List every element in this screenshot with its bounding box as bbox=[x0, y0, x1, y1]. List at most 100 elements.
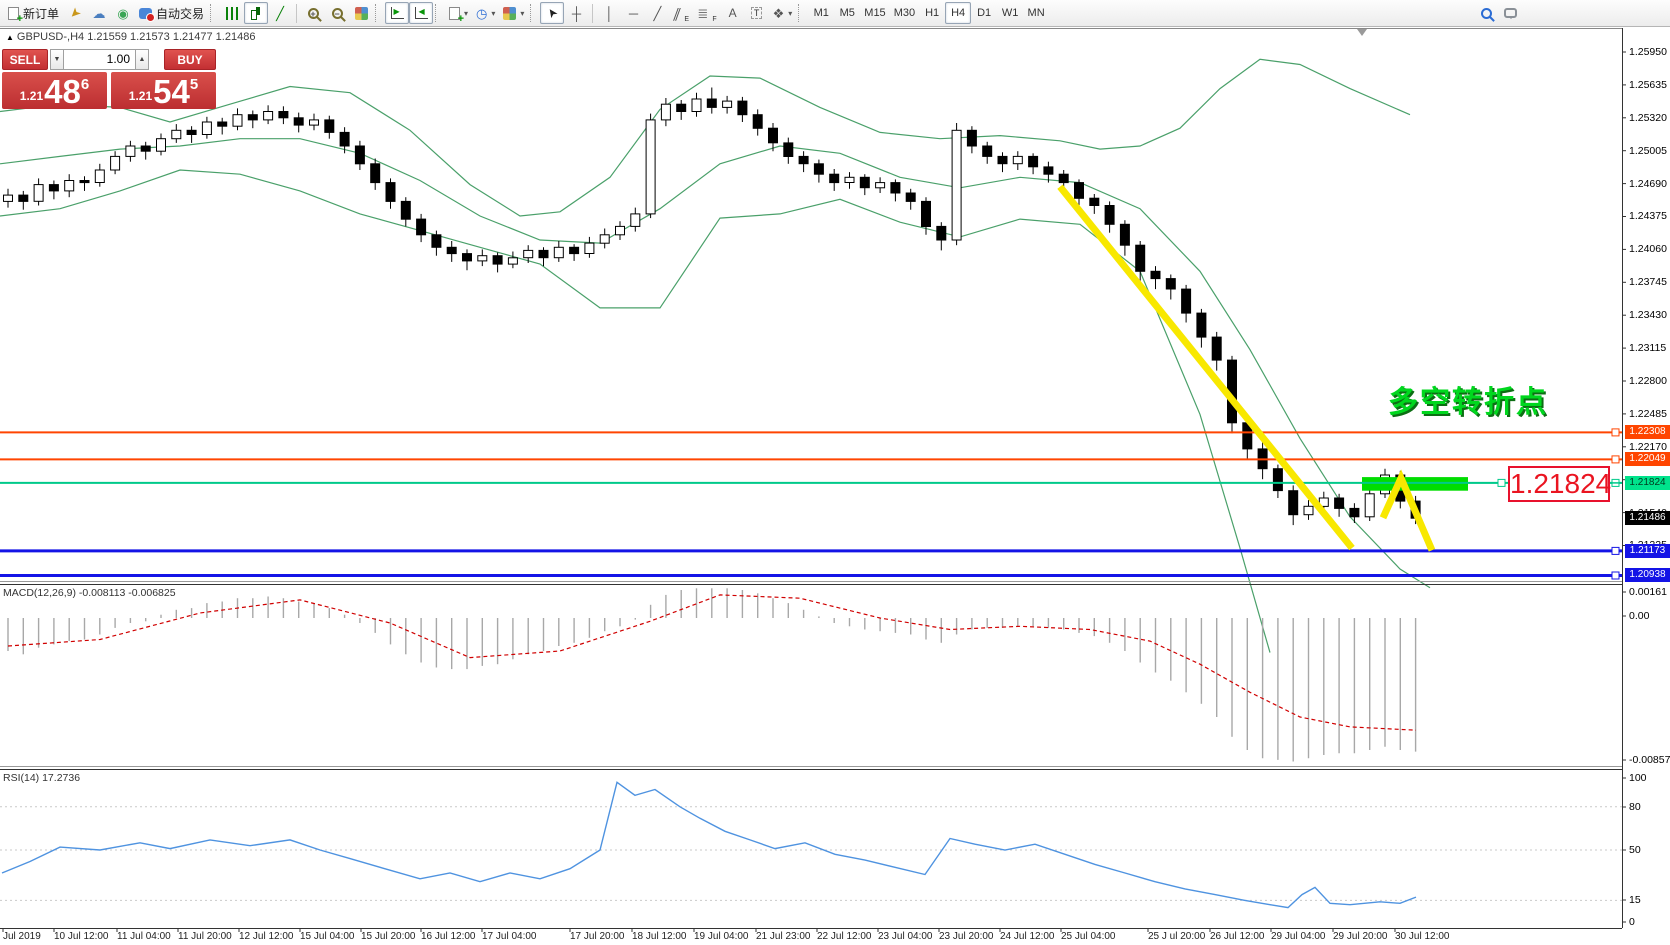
timeframe-group: M1 M5 M15 M30 H1 H4 D1 W1 MN bbox=[808, 2, 1049, 24]
time-axis-label: 11 Jul 04:00 bbox=[117, 931, 171, 942]
horizontal-line-tool-button[interactable]: ─ bbox=[621, 2, 645, 24]
price-axis-label: 1.24060 bbox=[1629, 243, 1667, 256]
chart-shift-button[interactable] bbox=[409, 2, 434, 24]
buy-button[interactable]: BUY bbox=[164, 49, 216, 70]
dropdown-caret-icon: ▾ bbox=[464, 8, 469, 18]
macd-label: MACD(12,26,9) -0.008113 -0.006825 bbox=[3, 587, 176, 599]
time-axis-label: 10 Jul 12:00 bbox=[54, 931, 109, 942]
volume-up-button[interactable]: ▲ bbox=[135, 49, 149, 70]
market-depth-button[interactable]: ➤ bbox=[63, 2, 87, 24]
signals-button[interactable]: ◉ bbox=[111, 2, 135, 24]
label-tool-button[interactable]: T bbox=[745, 2, 769, 24]
line-chart-icon: ╱ bbox=[276, 5, 284, 21]
bar-chart-icon bbox=[226, 6, 239, 20]
price-tag-1.20938: 1.20938 bbox=[1625, 568, 1670, 583]
templates-button[interactable]: ▾ bbox=[499, 2, 528, 24]
autotrading-label: 自动交易 bbox=[156, 6, 205, 21]
new-order-button[interactable]: 新订单 bbox=[4, 2, 63, 25]
chat-button[interactable] bbox=[1498, 2, 1522, 24]
tf-button-M15[interactable]: M15 bbox=[864, 7, 886, 19]
price-tag-1.22308: 1.22308 bbox=[1625, 425, 1670, 440]
bb-upper-band bbox=[0, 58, 1411, 217]
sell-price-prefix: 1.21 bbox=[19, 89, 44, 103]
arrows-tool-button[interactable]: ❖ ▾ bbox=[769, 2, 797, 24]
zoom-out-button[interactable]: − bbox=[325, 2, 349, 24]
hline-anchor[interactable] bbox=[1611, 428, 1620, 437]
time-axis-label: 21 Jul 23:00 bbox=[756, 931, 811, 942]
chart-shift-marker[interactable] bbox=[1357, 29, 1367, 36]
line-chart-button[interactable]: ╱ bbox=[268, 2, 292, 24]
toolbar-right-group bbox=[1474, 2, 1522, 24]
macd-axis-label: -0.008577 bbox=[1629, 754, 1670, 766]
tf-button-MN[interactable]: MN bbox=[1027, 7, 1045, 19]
crosshair-tool-button[interactable]: ┼ bbox=[564, 2, 588, 24]
community-button[interactable]: ☁ bbox=[87, 2, 111, 24]
text-tool-button[interactable]: A bbox=[721, 2, 745, 24]
indicators-button[interactable]: ▾ bbox=[445, 2, 472, 25]
volume-down-button[interactable]: ▼ bbox=[50, 49, 64, 70]
channel-tool-button[interactable]: ∥ E bbox=[669, 2, 693, 24]
symbol-arrow-icon: ▲ bbox=[6, 33, 14, 42]
tile-windows-button[interactable] bbox=[349, 2, 373, 24]
macd-axis-label: 0.00161 bbox=[1629, 586, 1667, 598]
zoom-in-icon: + bbox=[307, 7, 319, 19]
tf-button-H1[interactable]: H1 bbox=[925, 7, 940, 19]
price-level-tag[interactable]: 1.21824 bbox=[1508, 466, 1611, 502]
rsi-axis-label: 15 bbox=[1629, 894, 1641, 906]
cursor-tool-button[interactable]: ➤ bbox=[540, 2, 565, 24]
trendline-tool-button[interactable]: ╱ bbox=[645, 2, 669, 24]
rsi-axis-label: 100 bbox=[1629, 772, 1647, 784]
bb-middle-band bbox=[0, 138, 1431, 589]
trendline-icon: ╱ bbox=[653, 5, 662, 21]
tf-button-D1[interactable]: D1 bbox=[977, 7, 992, 19]
price-axis-label: 1.22485 bbox=[1629, 407, 1667, 420]
autotrading-button[interactable]: 自动交易 bbox=[135, 2, 208, 24]
symbol-title: ▲ GBPUSD-,H4 1.21559 1.21573 1.21477 1.21… bbox=[6, 31, 255, 43]
tf-button-M1[interactable]: M1 bbox=[813, 7, 829, 19]
yellow-trendline-1[interactable] bbox=[1057, 184, 1355, 551]
time-axis-label: 12 Jul 12:00 bbox=[239, 931, 294, 942]
tf-button-H4[interactable]: H4 bbox=[945, 2, 972, 24]
time-axis-label: 24 Jul 12:00 bbox=[1000, 931, 1055, 942]
yellow-trendline-2[interactable] bbox=[1379, 469, 1436, 552]
vertical-line-tool-button[interactable]: │ bbox=[597, 2, 621, 24]
auto-scroll-button[interactable] bbox=[385, 2, 410, 24]
dropdown-caret-icon: ▾ bbox=[788, 8, 793, 18]
price-axis-label: 1.23745 bbox=[1629, 276, 1667, 289]
clock-icon: ◷ bbox=[476, 5, 488, 21]
volume-input[interactable]: 1.00 bbox=[64, 49, 135, 70]
price-axis-label: 1.25005 bbox=[1629, 144, 1667, 157]
price-axis-label: 1.24375 bbox=[1629, 210, 1667, 223]
tag-anchor[interactable] bbox=[1497, 478, 1506, 487]
bar-chart-button[interactable] bbox=[220, 2, 244, 24]
fibonacci-icon: ≣ bbox=[697, 5, 709, 21]
periods-button[interactable]: ◷ ▾ bbox=[472, 2, 499, 24]
rsi-axis-label: 0 bbox=[1629, 916, 1635, 928]
tf-button-W1[interactable]: W1 bbox=[1001, 7, 1019, 19]
fibonacci-tool-button[interactable]: ≣ F bbox=[693, 2, 720, 24]
tf-button-M5[interactable]: M5 bbox=[839, 7, 855, 19]
buy-price-sup: 5 bbox=[189, 76, 199, 93]
turning-point-annotation[interactable]: 多空转折点 bbox=[1388, 386, 1548, 419]
buy-price-big: 54 bbox=[153, 73, 190, 110]
time-axis-label: 30 Jul 12:00 bbox=[1395, 931, 1450, 942]
hline-anchor[interactable] bbox=[1611, 455, 1620, 464]
sell-price-tile[interactable]: 1.21 48 6 bbox=[2, 72, 107, 109]
price-axis-label: 1.25635 bbox=[1629, 78, 1667, 91]
sell-button[interactable]: SELL bbox=[2, 49, 48, 70]
search-button[interactable] bbox=[1474, 2, 1498, 24]
zoom-in-button[interactable]: + bbox=[301, 2, 325, 24]
tf-button-M30[interactable]: M30 bbox=[893, 7, 916, 19]
resistance-box[interactable] bbox=[1362, 477, 1468, 491]
hline-anchor[interactable] bbox=[1611, 571, 1620, 580]
symbol-ohlc-text: GBPUSD-,H4 1.21559 1.21573 1.21477 1.214… bbox=[16, 31, 256, 43]
hline-anchor[interactable] bbox=[1611, 546, 1620, 555]
buy-price-tile[interactable]: 1.21 54 5 bbox=[111, 72, 216, 109]
time-axis-label: 25 J ul 20:00 bbox=[1148, 931, 1206, 942]
sell-price-sup: 6 bbox=[80, 76, 90, 93]
price-tag-1.21824: 1.21824 bbox=[1625, 475, 1670, 490]
time-axis-label: 26 Jul 12:00 bbox=[1210, 931, 1265, 942]
candlestick-chart-button[interactable] bbox=[244, 2, 269, 24]
